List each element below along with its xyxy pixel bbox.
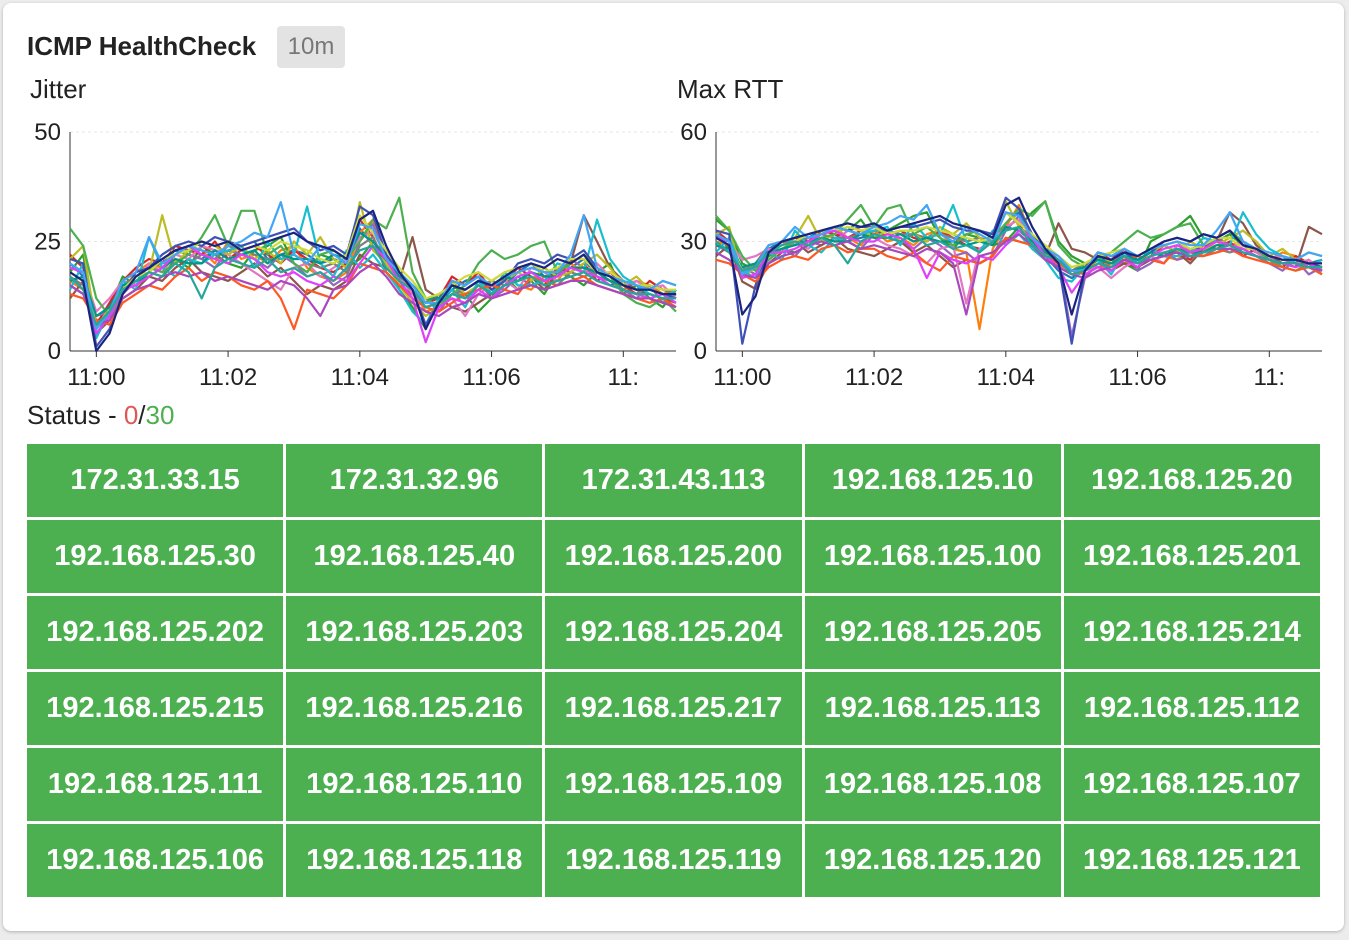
x-tick-label: 11:04 [331,364,389,391]
host-status-cell[interactable]: 192.168.125.110 [286,748,543,821]
status-label: Status [27,400,101,430]
time-range-badge[interactable]: 10m [277,26,345,68]
x-tick-label: 11:00 [713,364,771,391]
host-status-cell[interactable]: 192.168.125.215 [27,672,284,745]
series-line-r17 [715,233,1323,316]
host-status-cell[interactable]: 192.168.125.107 [1063,748,1320,821]
x-tick-label: 11: [1254,364,1286,391]
x-tick-label: 11:04 [977,364,1035,391]
host-status-grid: 172.31.33.15 172.31.32.96 172.31.43.113 192… [27,444,1320,897]
status-total-count: 30 [145,400,175,430]
host-status-cell[interactable]: 172.31.43.113 [545,444,802,517]
x-tick-label: 11: [608,364,640,391]
host-status-cell[interactable]: 192.168.125.203 [286,596,543,669]
host-status-cell[interactable]: 192.168.125.120 [804,824,1061,897]
host-status-cell[interactable]: 192.168.125.112 [1063,672,1320,745]
series-line-r13 [715,236,1323,283]
y-tick-label: 0 [48,338,61,365]
x-tick-label: 11:02 [845,364,903,391]
series-line-s19 [69,244,676,326]
host-status-cell[interactable]: 192.168.125.216 [286,672,543,745]
status-down-count: 0 [123,400,139,430]
series-line-s13 [69,262,677,331]
x-tick-label: 11:00 [67,364,125,391]
host-status-cell[interactable]: 192.168.125.100 [804,520,1061,593]
series-line-r16 [715,229,1323,294]
series-line-r18 [715,203,1323,276]
x-tick-label: 11:06 [462,364,520,391]
host-status-cell[interactable]: 192.168.125.109 [545,748,802,821]
host-status-cell[interactable]: 172.31.33.15 [27,444,284,517]
jitter-chart-title: Jitter [30,74,87,104]
host-status-cell[interactable]: 192.168.125.108 [804,748,1061,821]
panel-title: ICMP HealthCheck [27,31,257,61]
host-status-cell[interactable]: 172.31.32.96 [286,444,543,517]
status-summary: Status - 0/30 [27,400,174,431]
y-tick-label: 60 [680,119,707,146]
host-status-cell[interactable]: 192.168.125.214 [1063,596,1320,669]
series-line-s18 [69,201,677,331]
y-tick-label: 50 [34,119,61,146]
series-line-s12 [69,205,677,348]
host-status-cell[interactable]: 192.168.125.10 [804,444,1061,517]
y-tick-label: 0 [694,338,707,365]
max-rtt-chart[interactable]: 0 30 60 11:00 11:02 11:04 11:06 11: [0,0,1349,400]
series-line-s17 [69,262,677,326]
host-status-cell[interactable]: 192.168.125.40 [286,520,543,593]
y-tick-label: 30 [680,229,707,256]
host-status-cell[interactable]: 192.168.125.201 [1063,520,1320,593]
series-line-r19 [715,225,1322,276]
host-status-cell[interactable]: 192.168.125.118 [286,824,543,897]
host-status-cell[interactable]: 192.168.125.20 [1063,444,1320,517]
host-status-cell[interactable]: 192.168.125.30 [27,520,284,593]
host-status-cell[interactable]: 192.168.125.119 [545,824,802,897]
jitter-chart[interactable]: 0 25 50 11:00 11:02 11:04 11:06 11: [0,0,680,400]
x-tick-label: 11:06 [1108,364,1166,391]
series-line-r20 [715,196,1322,316]
y-tick-label: 25 [34,229,61,256]
host-status-cell[interactable]: 192.168.125.113 [804,672,1061,745]
x-tick-label: 11:02 [199,364,257,391]
status-separator: - [100,400,124,430]
host-status-cell[interactable]: 192.168.125.204 [545,596,802,669]
host-status-cell[interactable]: 192.168.125.217 [545,672,802,745]
host-status-cell[interactable]: 192.168.125.106 [27,824,284,897]
host-status-cell[interactable]: 192.168.125.121 [1063,824,1320,897]
max-rtt-chart-title: Max RTT [677,74,784,104]
host-status-cell[interactable]: 192.168.125.111 [27,748,284,821]
series-line-s20 [69,209,676,353]
series-line-s15 [69,214,676,326]
host-status-cell[interactable]: 192.168.125.202 [27,596,284,669]
host-status-cell[interactable]: 192.168.125.200 [545,520,802,593]
status-slash: / [138,400,146,430]
series-line-s14 [69,231,676,318]
host-status-cell[interactable]: 192.168.125.205 [804,596,1061,669]
